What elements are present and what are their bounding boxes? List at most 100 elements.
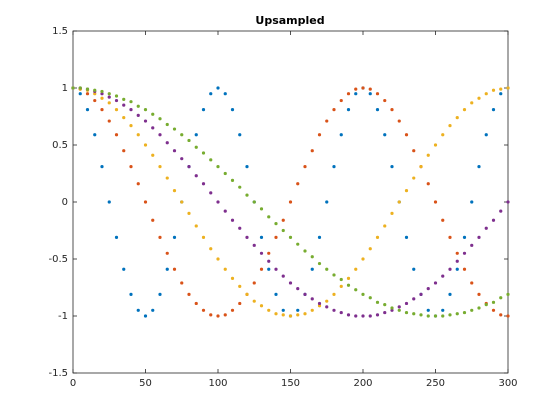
point: [194, 174, 198, 178]
point: [223, 92, 227, 96]
point: [470, 308, 474, 312]
point: [303, 312, 307, 316]
point: [85, 108, 90, 112]
point: [383, 133, 387, 137]
point: [107, 101, 111, 105]
point: [390, 165, 394, 169]
point: [470, 243, 474, 247]
point: [310, 308, 314, 312]
point: [194, 145, 198, 149]
point: [325, 299, 329, 303]
point: [462, 267, 467, 271]
point: [441, 218, 445, 222]
point: [136, 308, 140, 312]
point: [122, 97, 126, 101]
point: [368, 247, 372, 251]
point: [332, 308, 336, 312]
point: [339, 133, 343, 137]
point: [470, 200, 474, 204]
point: [194, 133, 198, 137]
point: [158, 117, 162, 121]
point: [448, 124, 452, 128]
point: [383, 224, 387, 228]
point: [100, 96, 104, 100]
point: [274, 222, 278, 226]
point: [129, 124, 133, 128]
point: [375, 313, 380, 317]
point: [354, 87, 358, 91]
point: [448, 235, 452, 239]
point: [252, 243, 256, 247]
point: [433, 143, 438, 147]
point: [201, 108, 206, 112]
point: [310, 297, 314, 301]
point: [412, 176, 416, 180]
point: [107, 200, 111, 204]
point: [484, 133, 488, 137]
point: [383, 303, 387, 307]
point: [93, 88, 97, 92]
point: [165, 267, 169, 271]
point: [419, 292, 423, 296]
point: [332, 292, 336, 296]
point: [187, 138, 191, 143]
point: [404, 310, 409, 315]
point: [346, 283, 351, 287]
point: [209, 247, 213, 251]
point: [375, 108, 380, 112]
point: [383, 310, 387, 315]
point: [165, 176, 169, 180]
point: [259, 304, 264, 308]
point: [238, 133, 242, 137]
point: [187, 165, 191, 169]
point: [158, 133, 162, 137]
point: [383, 98, 387, 103]
point: [143, 143, 148, 147]
point: [151, 126, 155, 130]
point: [303, 292, 307, 296]
point: [216, 165, 220, 169]
y-tick-label: 1: [62, 83, 68, 94]
point: [477, 96, 481, 100]
point: [274, 267, 278, 271]
point: [296, 242, 300, 246]
point: [245, 165, 249, 169]
point: [346, 108, 351, 112]
point: [448, 292, 452, 296]
point: [404, 235, 409, 239]
point: [441, 133, 445, 137]
point: [114, 98, 119, 103]
point: [158, 292, 162, 296]
point: [274, 312, 278, 316]
point: [201, 308, 206, 312]
point: [368, 314, 372, 318]
point: [491, 88, 496, 92]
point: [412, 149, 416, 153]
point: [354, 314, 358, 318]
point: [93, 98, 97, 103]
point: [230, 276, 235, 280]
point: [216, 86, 220, 90]
point: [114, 235, 119, 239]
point: [165, 122, 169, 127]
point: [216, 200, 220, 204]
point: [506, 292, 510, 296]
y-tick-label: 1.5: [52, 26, 68, 37]
point: [455, 259, 459, 263]
point: [122, 116, 126, 120]
point: [448, 267, 452, 271]
point: [209, 313, 213, 317]
point: [339, 98, 343, 103]
point: [455, 312, 459, 316]
point: [296, 182, 300, 186]
point: [426, 314, 430, 318]
point: [122, 149, 126, 153]
point: [136, 182, 140, 186]
point: [267, 259, 271, 263]
point: [455, 267, 459, 271]
point: [303, 165, 307, 169]
point: [136, 104, 140, 108]
point: [477, 292, 481, 296]
point: [238, 226, 242, 230]
